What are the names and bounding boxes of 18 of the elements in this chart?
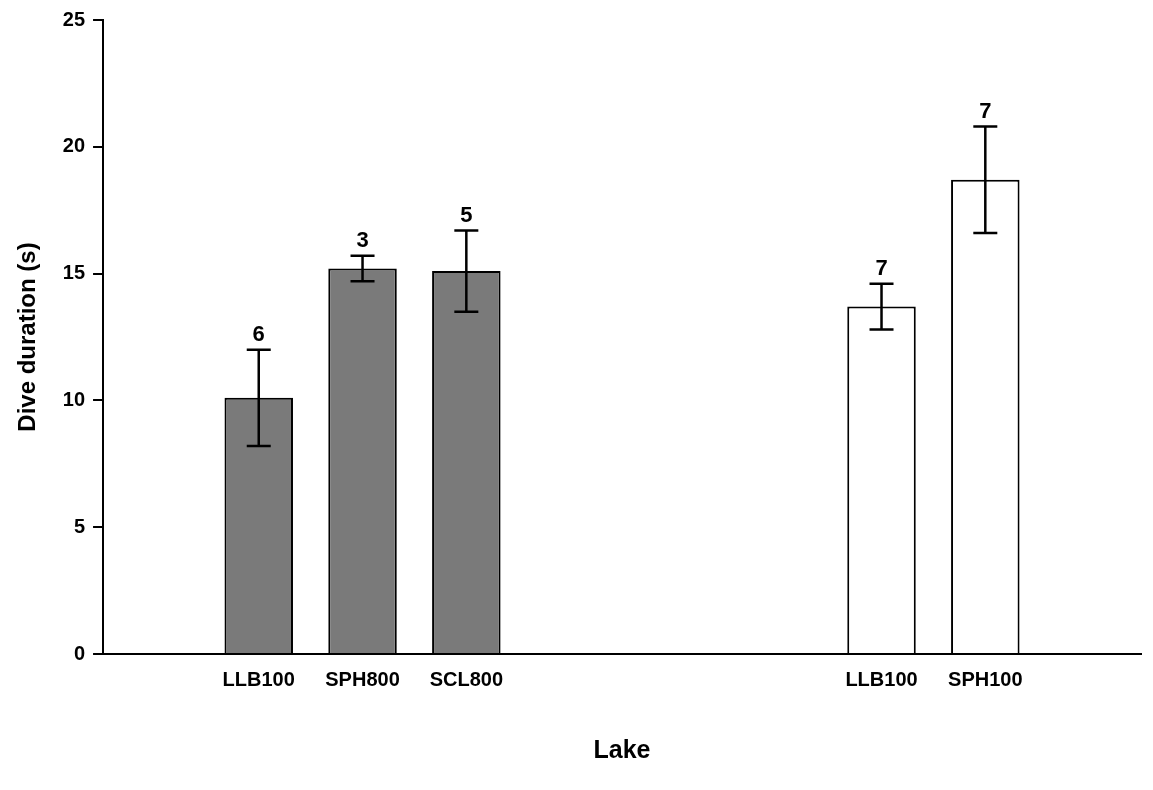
y-tick-label: 15 xyxy=(62,261,86,284)
x-tick-label: SPH800 xyxy=(325,667,400,690)
y-tick-label: 25 xyxy=(62,7,86,30)
y-tick-label: 10 xyxy=(62,387,86,410)
x-tick-label: LLB100 xyxy=(222,667,295,690)
annotation: 5 xyxy=(460,201,473,227)
x-tick-label: SPH100 xyxy=(948,667,1023,690)
y-tick-label: 20 xyxy=(62,134,86,157)
annotation: 7 xyxy=(875,254,888,280)
x-axis-title: Lake xyxy=(593,734,651,763)
annotation: 7 xyxy=(979,97,992,123)
annotation: 6 xyxy=(252,320,265,346)
x-tick-label: LLB100 xyxy=(845,667,918,690)
y-axis-title: Dive duration (s) xyxy=(13,242,41,432)
x-tick-label: SCL800 xyxy=(429,667,504,690)
y-tick-label: 0 xyxy=(73,641,86,664)
y-tick-label: 5 xyxy=(73,514,86,537)
annotation: 3 xyxy=(356,226,369,252)
